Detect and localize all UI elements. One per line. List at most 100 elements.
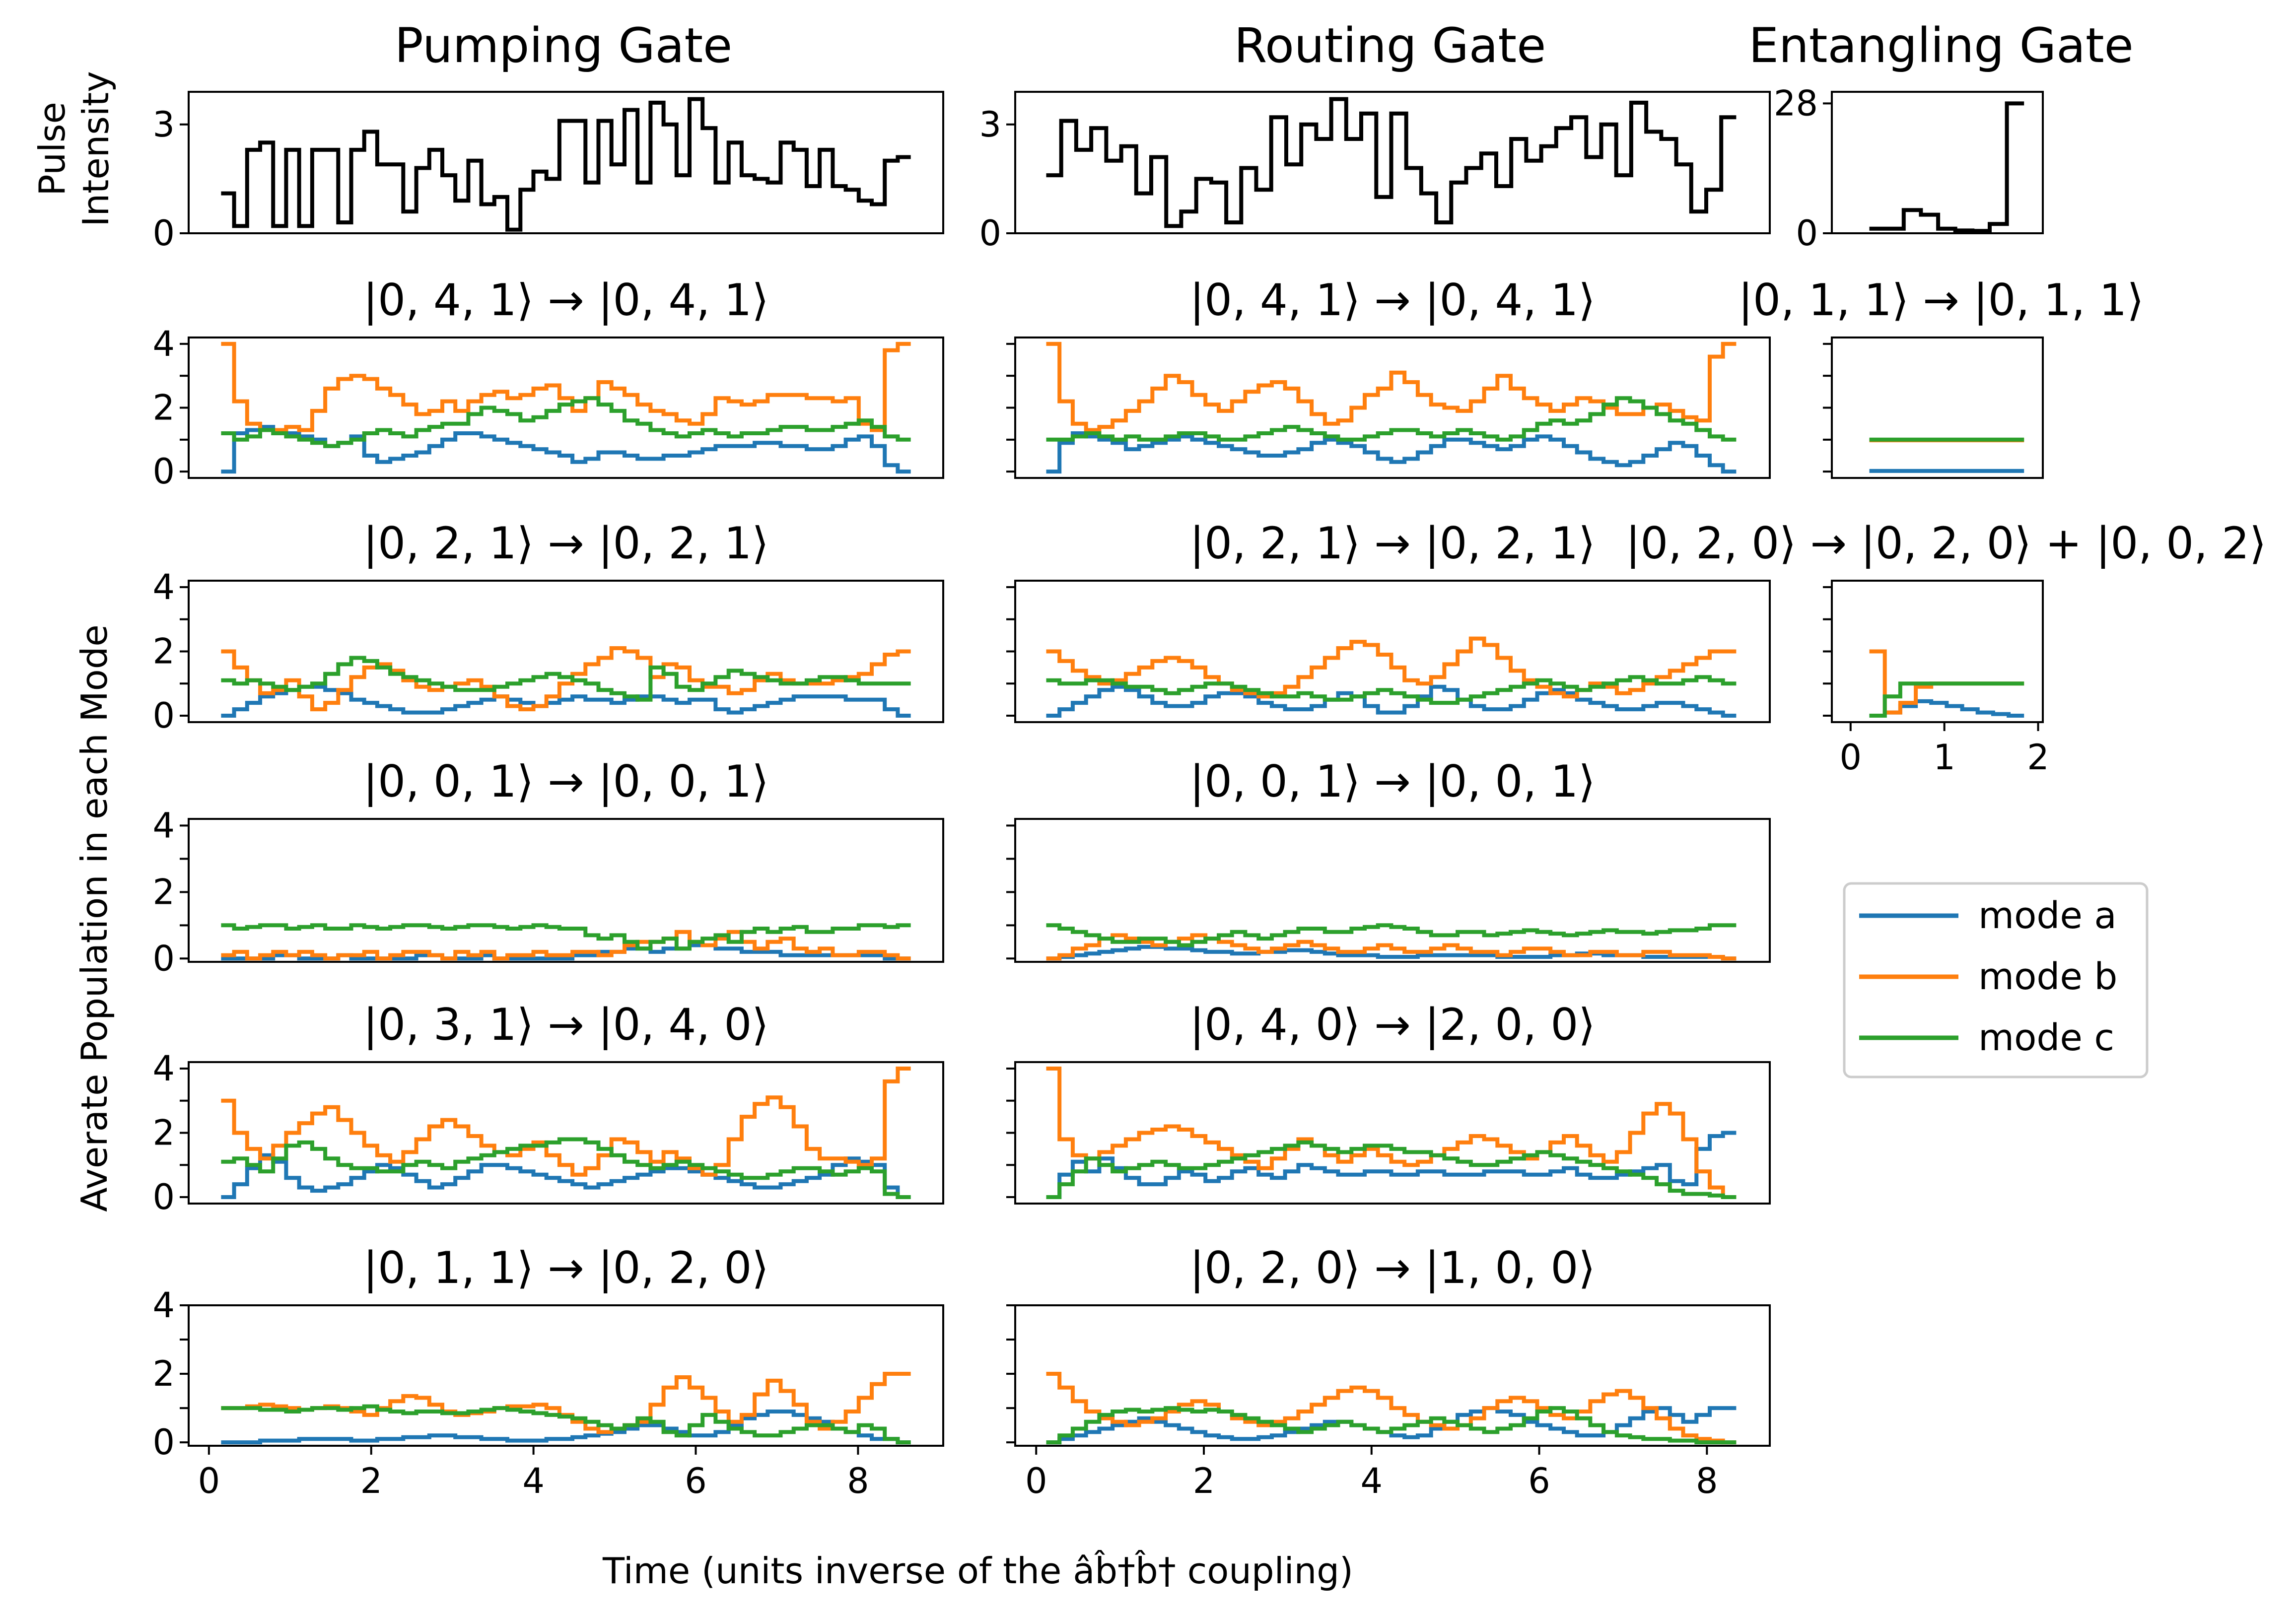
pulse-ylabel-line2: Intensity xyxy=(75,71,117,226)
panel-p-e1-xtick-label: 2 xyxy=(2027,737,2049,778)
pulse-2-frame xyxy=(1831,91,2044,234)
column-title-routing: Routing Gate xyxy=(1234,18,1546,73)
panel-p-e1-xtick-label: 0 xyxy=(1840,737,1862,778)
pulse-2-ytick-label: 28 xyxy=(1774,83,1818,124)
panel-p-r1-ytick-label: 0 xyxy=(152,695,175,736)
column-title-pumping: Pumping Gate xyxy=(395,18,732,73)
panel-p-r7: |0, 0, 1⟩ → |0, 0, 1⟩ xyxy=(1006,756,1771,963)
panel-p-r0-ytick-label: 2 xyxy=(152,388,175,428)
panel-p-r3-ytick-label: 0 xyxy=(152,1177,175,1217)
series-mode-c xyxy=(1046,396,1737,442)
series-mode-b xyxy=(1046,933,1737,961)
series-mode-c xyxy=(221,1137,911,1199)
panel-p-r1: |0, 2, 1⟩ → |0, 2, 1⟩ 0 2 4 xyxy=(152,518,944,736)
series-mode-a xyxy=(221,1153,911,1199)
panel-p-r4-xtick-label: 2 xyxy=(360,1461,382,1501)
panel-p-r2-ytick-label: 4 xyxy=(152,805,175,846)
series-mode-c xyxy=(1046,675,1737,705)
population-ylabel: Averate Population in each Mode xyxy=(73,624,115,1211)
legend-label-mode-b: mode b xyxy=(1978,955,2117,998)
series-mode-b xyxy=(221,930,911,961)
legend-frame xyxy=(1843,882,2149,1078)
panel-p-r9: |0, 2, 0⟩ → |1, 0, 0⟩ 0 2 4 6 8 xyxy=(1006,1242,1771,1501)
pulse-trace-2 xyxy=(1869,101,2024,233)
series-mode-a xyxy=(1046,431,1737,474)
panel-title: |0, 3, 1⟩ → |0, 4, 0⟩ xyxy=(363,999,768,1051)
panel-p-r2-ytick-label: 0 xyxy=(152,938,175,979)
series-mode-c xyxy=(221,923,911,951)
series-mode-c xyxy=(1046,1140,1737,1199)
pulse-1-frame xyxy=(1014,91,1771,234)
pulse-2-ytick-label: 0 xyxy=(1796,213,1818,254)
panel-p-r9-frame xyxy=(1014,1304,1771,1447)
panel-p-r4-ytick-label: 4 xyxy=(152,1285,175,1326)
pulse-trace-0 xyxy=(221,97,911,232)
panel-p-r5: |0, 4, 1⟩ → |0, 4, 1⟩ xyxy=(1006,274,1771,479)
panel-title: |0, 1, 1⟩ → |0, 2, 0⟩ xyxy=(363,1242,768,1294)
series-mode-a xyxy=(1046,944,1737,961)
series-mode-c xyxy=(221,1404,911,1445)
panel-title: |0, 4, 1⟩ → |0, 4, 1⟩ xyxy=(1189,274,1595,326)
panel-p-r7-frame xyxy=(1014,818,1771,963)
pulse-trace-1 xyxy=(1046,97,1737,228)
panel-p-r2: |0, 0, 1⟩ → |0, 0, 1⟩ 0 2 4 xyxy=(152,756,944,979)
panel-p-r0-ytick-label: 4 xyxy=(152,324,175,364)
panel-p-r2-frame xyxy=(188,818,944,963)
panel-title: |0, 2, 0⟩ → |1, 0, 0⟩ xyxy=(1189,1242,1595,1294)
panel-p-r9-xtick-label: 4 xyxy=(1361,1461,1383,1501)
panel-title: |0, 2, 1⟩ → |0, 2, 1⟩ xyxy=(1189,518,1595,569)
pulse-1-ytick-label: 0 xyxy=(979,213,1001,254)
series-mode-b xyxy=(221,341,911,432)
panel-title: |0, 0, 1⟩ → |0, 0, 1⟩ xyxy=(1189,756,1595,807)
panel-title: |0, 4, 1⟩ → |0, 4, 1⟩ xyxy=(363,274,768,326)
panel-p-r3-ytick-label: 2 xyxy=(152,1113,175,1153)
panel-p-r4: |0, 1, 1⟩ → |0, 2, 0⟩ 0 2 4 0 2 4 6 8 xyxy=(152,1242,944,1501)
series-mode-b xyxy=(1046,1067,1737,1199)
time-xlabel: Time (units inverse of the âb̂†b̂† coupl… xyxy=(602,1550,1353,1592)
panel-p-r6: |0, 2, 1⟩ → |0, 2, 1⟩ xyxy=(1006,518,1771,723)
pulse-1-ytick-label: 3 xyxy=(979,104,1001,145)
panel-p-r9-xtick-label: 8 xyxy=(1696,1461,1718,1501)
panel-title: |0, 4, 0⟩ → |2, 0, 0⟩ xyxy=(1189,999,1595,1051)
panel-p-r4-xtick-label: 8 xyxy=(847,1461,869,1501)
panel-p-r4-frame xyxy=(188,1304,944,1447)
pulse-panel-entangling: 0 28 xyxy=(1774,83,2044,254)
panel-title: |0, 2, 1⟩ → |0, 2, 1⟩ xyxy=(363,518,768,569)
column-title-entangling: Entangling Gate xyxy=(1748,18,2133,73)
pulse-panel-routing: 03 xyxy=(979,91,1771,254)
pulse-0-ytick-label: 0 xyxy=(152,213,175,254)
panel-p-r4-xtick-label: 0 xyxy=(198,1461,220,1501)
panel-p-r9-xtick-label: 0 xyxy=(1025,1461,1047,1501)
panel-title: |0, 1, 1⟩ → |0, 1, 1⟩ xyxy=(1738,274,2144,326)
panel-p-r2-ytick-label: 2 xyxy=(152,872,175,912)
panel-p-r8: |0, 4, 0⟩ → |2, 0, 0⟩ xyxy=(1006,999,1771,1205)
series-mode-c xyxy=(221,656,911,702)
pulse-panel-pumping: 03 xyxy=(152,91,944,254)
panel-title: |0, 0, 1⟩ → |0, 0, 1⟩ xyxy=(363,756,768,807)
legend: mode a mode b mode c xyxy=(1843,882,2149,1078)
pulse-0-ytick-label: 3 xyxy=(152,104,175,145)
series-mode-c xyxy=(1869,681,2024,718)
panel-p-r1-ytick-label: 4 xyxy=(152,567,175,607)
panel-p-r3-ytick-label: 4 xyxy=(152,1048,175,1089)
series-mode-c xyxy=(1046,1406,1737,1445)
legend-label-mode-a: mode a xyxy=(1978,894,2117,937)
population-panels: |0, 4, 1⟩ → |0, 4, 1⟩024|0, 2, 1⟩ → |0, … xyxy=(152,274,2266,1501)
panel-p-e1: |0, 2, 0⟩ → |0, 2, 0⟩ + |0, 0, 2⟩ 0 1 2 xyxy=(1626,518,2267,778)
panel-p-r0: |0, 4, 1⟩ → |0, 4, 1⟩ 0 2 4 xyxy=(152,274,944,492)
pulse-ylabel-line1: Pulse xyxy=(31,102,73,196)
series-mode-a xyxy=(1046,684,1737,718)
panel-p-r4-ytick-label: 2 xyxy=(152,1353,175,1394)
series-mode-c xyxy=(1046,923,1737,947)
panel-p-r1-ytick-label: 2 xyxy=(152,631,175,672)
panel-p-e0: |0, 1, 1⟩ → |0, 1, 1⟩ xyxy=(1738,274,2144,479)
panel-p-e1-xtick-label: 1 xyxy=(1933,737,1955,778)
series-mode-b xyxy=(1046,341,1737,432)
panel-p-r9-xtick-label: 2 xyxy=(1193,1461,1215,1501)
panel-p-r4-xtick-label: 4 xyxy=(522,1461,545,1501)
panel-p-r0-ytick-label: 0 xyxy=(152,451,175,492)
series-mode-b xyxy=(221,1067,911,1177)
panel-p-r4-ytick-label: 0 xyxy=(152,1422,175,1463)
